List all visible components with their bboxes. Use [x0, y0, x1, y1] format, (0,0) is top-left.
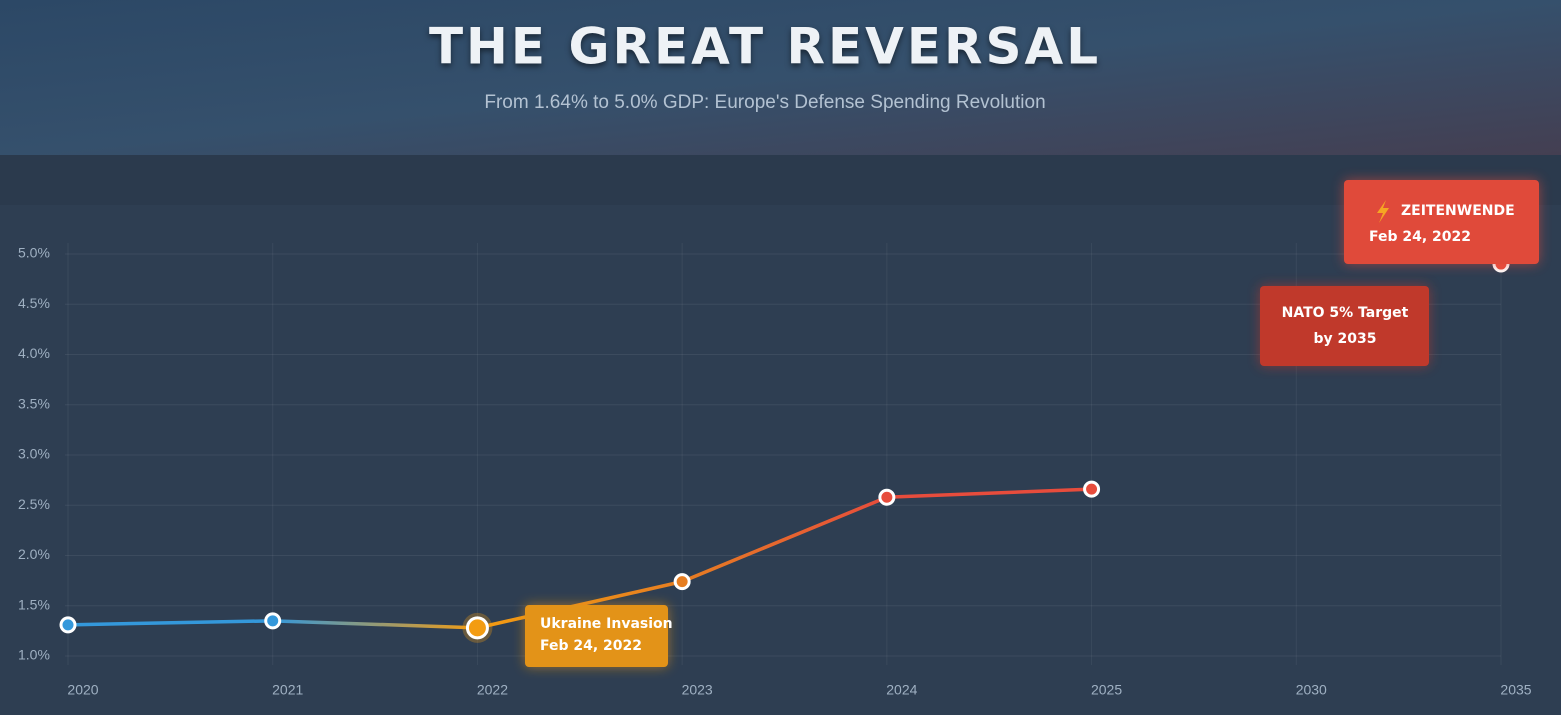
points — [59, 255, 1510, 643]
line-segment — [681, 495, 888, 584]
x-tick-label: 2030 — [1296, 682, 1327, 698]
header-bg — [0, 0, 1561, 155]
x-tick-label: 2023 — [682, 682, 713, 698]
annotation-subtitle: by 2035 — [1314, 331, 1377, 347]
line-segment — [67, 619, 273, 627]
annotation-box — [1260, 286, 1429, 366]
point — [59, 616, 77, 634]
x-tick-label: 2024 — [886, 682, 917, 698]
lightning-icon — [1377, 200, 1389, 223]
y-tick-label: 1.5% — [18, 596, 50, 612]
y-tick-label: 1.0% — [18, 647, 50, 663]
y-tick-label: 3.0% — [18, 446, 50, 462]
grid: 1.0% 1.5% 2.0% 2.5% 3.0% 3.5% 4.0% 4.5% 5.0% 2020… — [18, 243, 1532, 698]
x-tick-label: 2025 — [1091, 682, 1122, 698]
annotation-subtitle: Feb 24, 2022 — [540, 638, 642, 654]
annotation-subtitle: Feb 24, 2022 — [1369, 229, 1471, 245]
y-tick-label: 2.0% — [18, 546, 50, 562]
annotations: Ukraine Invasion Feb 24, 2022 ZEITENWENDE F… — [525, 180, 1539, 667]
annotation-title: ZEITENWENDE — [1401, 203, 1515, 219]
y-tick-label: 4.5% — [18, 295, 50, 311]
y-tick-label: 3.5% — [18, 395, 50, 411]
y-tick-label: 2.5% — [18, 496, 50, 512]
annotation-title: Ukraine Invasion — [540, 616, 673, 632]
x-tick-label: 2020 — [67, 682, 98, 698]
annotation-box — [1344, 180, 1539, 264]
x-tick-label: 2022 — [477, 682, 508, 698]
point — [878, 488, 896, 506]
chart-title: THE GREAT REVERSAL — [429, 18, 1101, 76]
toolbar-band — [0, 155, 1561, 205]
line-segment — [272, 619, 478, 630]
point — [465, 616, 489, 640]
x-tick-label: 2021 — [272, 682, 303, 698]
y-tick-label: 4.0% — [18, 345, 50, 361]
line-segment — [886, 487, 1092, 499]
point — [673, 573, 691, 591]
lines — [67, 487, 1092, 630]
point — [264, 612, 282, 630]
annotation-title: NATO 5% Target — [1282, 305, 1409, 321]
annotation-box — [525, 605, 668, 667]
point — [1083, 480, 1101, 498]
line-segment — [477, 579, 683, 630]
y-tick-label: 5.0% — [18, 245, 50, 261]
chart-subtitle: From 1.64% to 5.0% GDP: Europe's Defense… — [484, 92, 1045, 113]
plot-bg — [0, 205, 1561, 715]
x-tick-label: 2035 — [1500, 682, 1531, 698]
